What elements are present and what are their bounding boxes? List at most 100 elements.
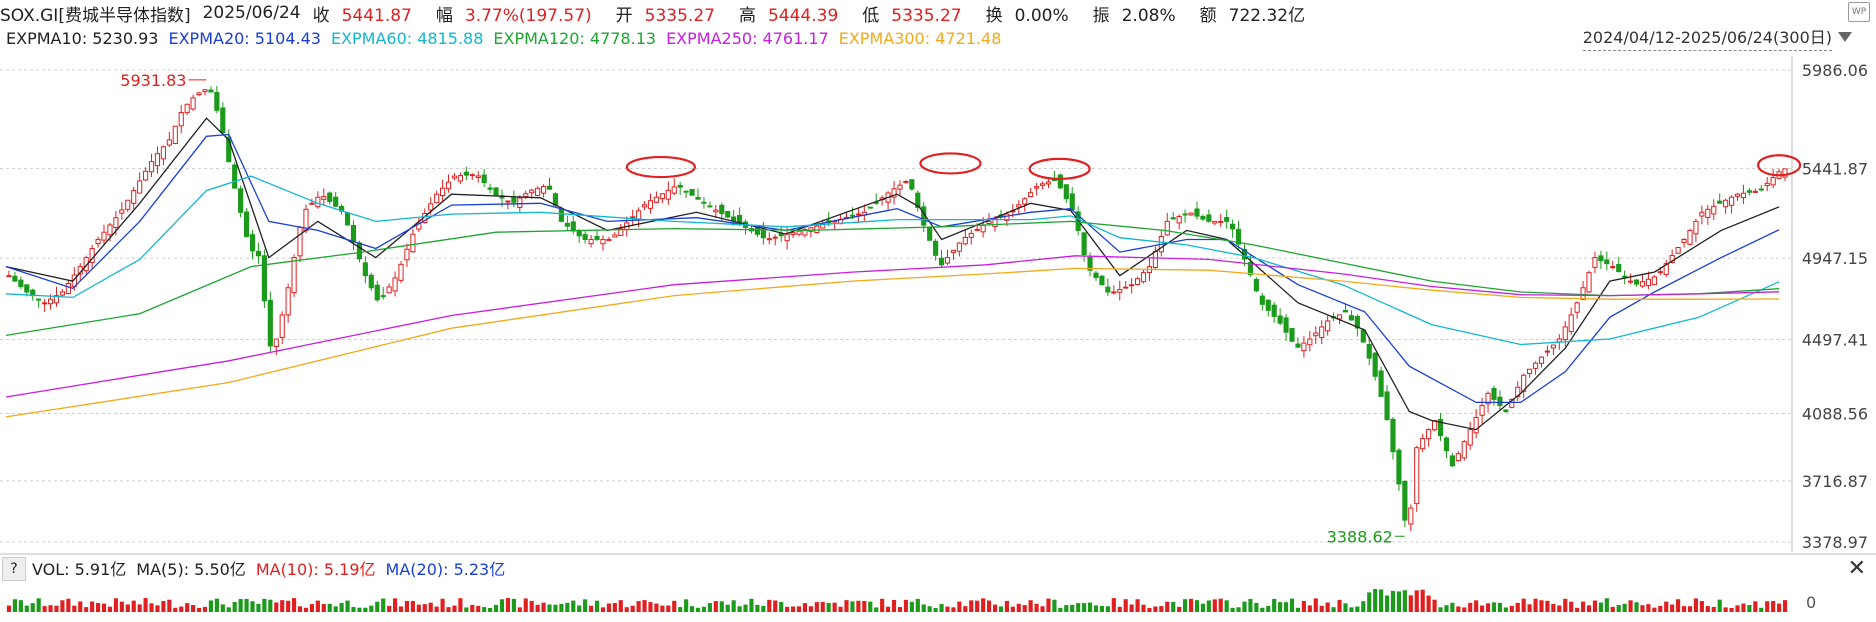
volume-bar — [1711, 606, 1716, 612]
candle-body — [380, 295, 386, 298]
candle-body — [1574, 302, 1580, 313]
candle-body — [362, 262, 368, 277]
volume-bar — [1295, 607, 1301, 612]
candle-body — [1182, 213, 1188, 216]
candle-body — [137, 180, 143, 194]
symbol-name[interactable]: SOX.GI[费城半导体指数] — [0, 5, 191, 26]
candle-body — [968, 232, 974, 238]
volume-bar — [1188, 598, 1194, 612]
volume-bar — [1563, 598, 1568, 612]
candle-body — [315, 196, 321, 208]
candle-body — [333, 196, 339, 207]
candle-body — [273, 338, 279, 348]
volume-bar — [1093, 605, 1099, 612]
volume-bar — [1004, 600, 1009, 612]
candle-body — [1639, 281, 1646, 287]
volume-bar — [921, 604, 926, 612]
wp-icon[interactable]: WP — [1848, 2, 1870, 22]
date-range-selector[interactable]: 2024/04/12-2025/06/24(300日) — [1582, 26, 1832, 51]
candle-body — [1645, 278, 1651, 286]
candle-body — [564, 222, 570, 227]
candle-body — [1396, 449, 1402, 485]
volume-bar — [1753, 601, 1758, 612]
candle-body — [1087, 256, 1093, 271]
volume-bar — [547, 604, 552, 612]
candle-body — [677, 184, 683, 188]
volume-bar — [654, 603, 659, 612]
candle-body — [1485, 392, 1491, 405]
candle-body — [1028, 192, 1034, 198]
candle-body — [784, 233, 790, 242]
candle-body — [938, 257, 945, 266]
candle-body — [172, 125, 178, 144]
volume-bar — [155, 605, 160, 612]
amplitude-field: 振 2.08% — [1092, 5, 1176, 26]
volume-bar — [1705, 606, 1710, 612]
candle-body — [1402, 480, 1408, 521]
candle-body — [1069, 193, 1075, 211]
candle-body — [1420, 438, 1426, 450]
volume-bar — [6, 605, 12, 612]
candle-body — [1467, 429, 1473, 446]
volume-bar — [1194, 600, 1200, 612]
volume-bar — [1040, 606, 1045, 612]
candle-body — [695, 196, 701, 200]
candle-body — [612, 234, 618, 238]
candle-body — [849, 214, 856, 217]
volume-bar — [458, 598, 463, 612]
volume-bar — [1699, 601, 1704, 612]
candle-body — [279, 314, 285, 338]
peak-ellipse-marker — [1756, 154, 1802, 177]
candle-body — [131, 190, 137, 204]
volume-bar — [1551, 603, 1556, 612]
volume-bar — [119, 601, 124, 612]
volume-bar — [428, 602, 433, 612]
candle-body — [1123, 286, 1129, 289]
candle-body — [1509, 398, 1515, 408]
candle-body — [1414, 447, 1420, 505]
candle-body — [630, 216, 636, 219]
candle-body — [1728, 196, 1735, 206]
candle-body — [1497, 396, 1503, 406]
volume-bar — [1177, 606, 1182, 612]
volume-bar — [529, 600, 534, 612]
range-dropdown-icon[interactable] — [1838, 32, 1852, 42]
volume-bar — [832, 602, 837, 612]
expma-legend: EXPMA10: 5230.93 EXPMA20: 5104.43 EXPMA6… — [6, 26, 1011, 50]
volume-bar — [1616, 604, 1621, 612]
volume-bar — [196, 607, 202, 612]
candle-body — [1443, 437, 1450, 452]
volume-bar — [244, 599, 249, 612]
volume-bar — [636, 601, 641, 612]
volume-bar — [1082, 603, 1087, 612]
candle-body — [1057, 174, 1063, 189]
expma60-label: EXPMA60: 4815.88 — [330, 28, 484, 48]
candle-body — [1342, 309, 1349, 313]
candle-body — [493, 187, 499, 196]
volume-bar — [743, 604, 748, 612]
volume-bar — [143, 598, 148, 612]
volume-bar — [1759, 607, 1764, 612]
volume-bar — [476, 605, 481, 612]
candle-body — [1307, 338, 1313, 346]
candle-body — [1206, 214, 1212, 222]
volume-bar — [345, 600, 350, 612]
candle-body — [511, 196, 517, 203]
amount-field: 额 722.32亿 — [1199, 5, 1306, 26]
close-icon[interactable]: ✕ — [1847, 556, 1866, 581]
volume-bar — [1325, 602, 1330, 612]
candle-body — [261, 255, 267, 302]
volume-bar — [1450, 602, 1455, 612]
volume-bar — [1503, 607, 1508, 612]
volume-bar — [1218, 598, 1223, 612]
volume-bar — [1337, 599, 1342, 612]
candle-body — [410, 233, 416, 253]
volume-bar — [511, 598, 516, 612]
help-icon[interactable]: ? — [2, 557, 26, 581]
candle-body — [606, 238, 612, 242]
candle-body — [1022, 198, 1028, 205]
candle-body — [891, 188, 897, 198]
volume-bar — [856, 600, 861, 612]
candle-body — [1134, 278, 1141, 285]
